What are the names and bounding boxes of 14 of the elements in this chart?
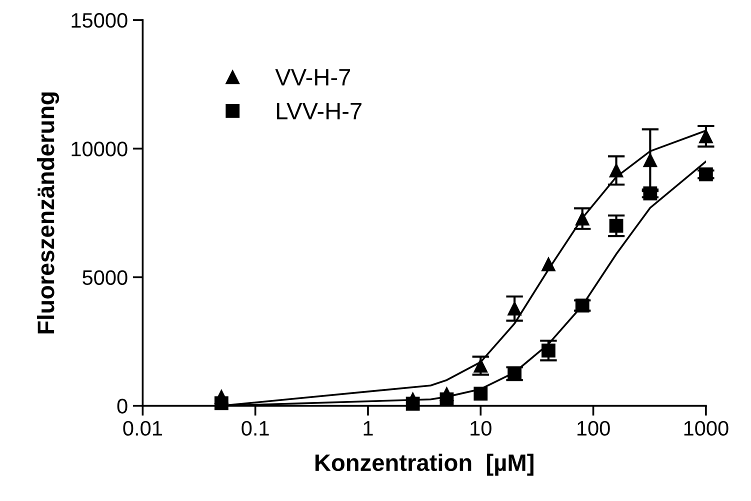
x-tick-label: 0.1 bbox=[242, 420, 269, 436]
legend-label: VV-H-7 bbox=[275, 69, 350, 86]
y-tick-label: 0 bbox=[117, 398, 128, 414]
x-tick-label: 10 bbox=[470, 420, 492, 436]
y-tick-label: 5000 bbox=[82, 270, 128, 285]
y-tick-label: 15000 bbox=[72, 13, 128, 28]
x-tick-label: 1000 bbox=[684, 420, 728, 436]
x-tick-label: 0.01 bbox=[123, 420, 162, 436]
x-tick-label: 1 bbox=[364, 421, 373, 436]
legend-label: LVV-H-7 bbox=[277, 102, 362, 120]
y-axis-title: Fluoreszenzänderung bbox=[36, 92, 60, 334]
x-tick-label: 100 bbox=[578, 420, 610, 436]
x-axis-title: Konzentration [µM] bbox=[315, 454, 534, 476]
y-tick-label: 10000 bbox=[72, 142, 128, 156]
